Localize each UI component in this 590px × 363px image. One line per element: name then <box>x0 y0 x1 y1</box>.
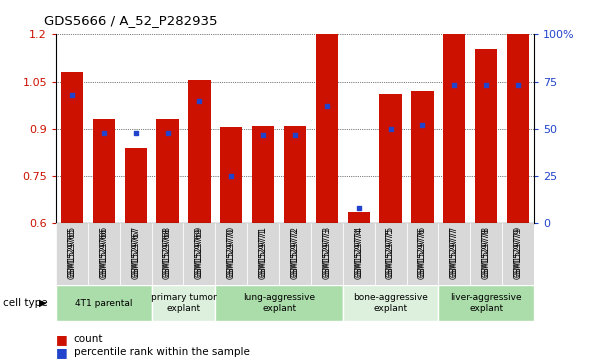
Text: GSM1529768: GSM1529768 <box>163 228 172 279</box>
Text: GSM1529767: GSM1529767 <box>131 228 140 279</box>
Text: GSM1529769: GSM1529769 <box>195 227 204 277</box>
Point <box>195 98 204 103</box>
Bar <box>348 212 370 223</box>
Text: GDS5666 / A_52_P282935: GDS5666 / A_52_P282935 <box>44 15 218 28</box>
Text: GSM1529771: GSM1529771 <box>258 228 268 279</box>
Point <box>227 173 236 179</box>
Bar <box>156 119 179 223</box>
Point <box>418 122 427 128</box>
Bar <box>316 34 338 223</box>
Text: 4T1 parental: 4T1 parental <box>75 299 133 307</box>
Text: GSM1529768: GSM1529768 <box>163 227 172 277</box>
Text: GSM1529777: GSM1529777 <box>450 227 459 277</box>
Bar <box>507 34 529 223</box>
Bar <box>120 223 152 285</box>
Text: GSM1529775: GSM1529775 <box>386 227 395 277</box>
Text: GSM1529765: GSM1529765 <box>67 227 77 277</box>
Text: GSM1529779: GSM1529779 <box>513 228 523 279</box>
Bar <box>252 126 274 223</box>
Text: GSM1529776: GSM1529776 <box>418 228 427 279</box>
Text: GSM1529770: GSM1529770 <box>227 228 236 279</box>
Text: GSM1529773: GSM1529773 <box>322 227 332 277</box>
Text: GSM1529772: GSM1529772 <box>290 228 300 279</box>
Bar <box>124 148 147 223</box>
Bar <box>343 285 438 321</box>
Bar <box>56 223 88 285</box>
Bar <box>61 72 83 223</box>
Point <box>513 82 523 88</box>
Point <box>450 82 459 88</box>
Bar <box>215 223 247 285</box>
Text: GSM1529765: GSM1529765 <box>67 228 77 279</box>
Bar <box>93 119 115 223</box>
Text: GSM1529769: GSM1529769 <box>195 228 204 279</box>
Point <box>131 130 140 135</box>
Bar <box>152 223 183 285</box>
Point <box>163 130 172 135</box>
Text: percentile rank within the sample: percentile rank within the sample <box>74 347 250 357</box>
Bar <box>438 285 534 321</box>
Point <box>290 132 300 138</box>
Point <box>481 82 491 88</box>
Text: primary tumor
explant: primary tumor explant <box>150 293 217 313</box>
Bar <box>183 223 215 285</box>
Bar <box>247 223 279 285</box>
Text: GSM1529778: GSM1529778 <box>481 227 491 277</box>
Bar <box>284 126 306 223</box>
Point <box>322 103 332 109</box>
Bar <box>443 34 466 223</box>
Text: GSM1529777: GSM1529777 <box>450 228 459 279</box>
Text: lung-aggressive
explant: lung-aggressive explant <box>243 293 315 313</box>
Text: GSM1529771: GSM1529771 <box>258 227 268 277</box>
Text: GSM1529767: GSM1529767 <box>131 227 140 277</box>
Point <box>386 126 395 132</box>
Text: GSM1529766: GSM1529766 <box>99 227 109 277</box>
Bar <box>502 223 534 285</box>
Text: GSM1529772: GSM1529772 <box>290 227 300 277</box>
Text: cell type: cell type <box>3 298 48 308</box>
Point <box>99 130 109 135</box>
Text: GSM1529770: GSM1529770 <box>227 227 236 277</box>
Bar <box>475 49 497 223</box>
Text: GSM1529775: GSM1529775 <box>386 228 395 279</box>
Bar <box>407 223 438 285</box>
Text: GSM1529776: GSM1529776 <box>418 227 427 277</box>
Bar <box>215 285 343 321</box>
Text: ▶: ▶ <box>39 298 46 308</box>
Bar <box>411 91 434 223</box>
Text: ■: ■ <box>56 333 68 346</box>
Bar <box>56 285 152 321</box>
Text: GSM1529773: GSM1529773 <box>322 228 332 279</box>
Bar <box>88 223 120 285</box>
Bar <box>311 223 343 285</box>
Bar <box>470 223 502 285</box>
Text: GSM1529774: GSM1529774 <box>354 228 363 279</box>
Text: bone-aggressive
explant: bone-aggressive explant <box>353 293 428 313</box>
Text: count: count <box>74 334 103 344</box>
Text: GSM1529766: GSM1529766 <box>99 228 109 279</box>
Text: liver-aggressive
explant: liver-aggressive explant <box>450 293 522 313</box>
Bar <box>279 223 311 285</box>
Bar <box>152 285 215 321</box>
Text: GSM1529774: GSM1529774 <box>354 227 363 277</box>
Point <box>67 92 77 98</box>
Bar <box>188 80 211 223</box>
Text: GSM1529779: GSM1529779 <box>513 227 523 277</box>
Bar <box>379 94 402 223</box>
Bar <box>343 223 375 285</box>
Point <box>258 132 268 138</box>
Bar <box>375 223 407 285</box>
Text: ■: ■ <box>56 346 68 359</box>
Bar <box>220 127 242 223</box>
Point <box>354 205 363 211</box>
Bar <box>438 223 470 285</box>
Text: GSM1529778: GSM1529778 <box>481 228 491 279</box>
